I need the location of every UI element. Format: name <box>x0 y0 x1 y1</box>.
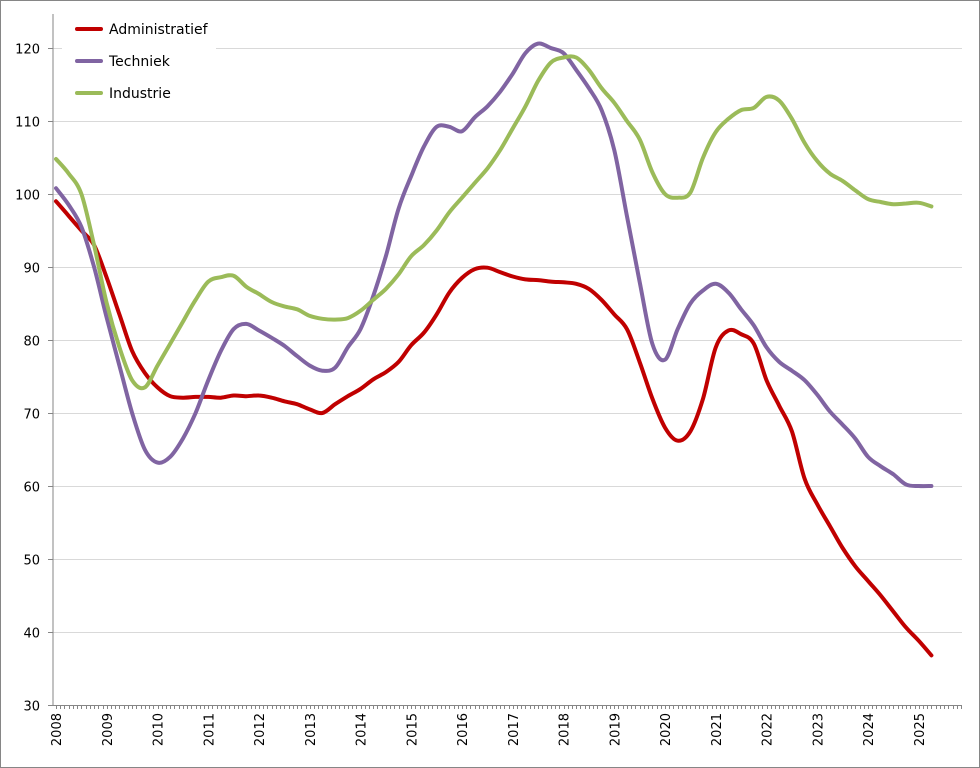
x-tick-label: 2015 <box>405 713 420 746</box>
legend: Administratief Techniek Industrie <box>62 14 216 110</box>
legend-item-administratief: Administratief <box>75 22 209 38</box>
legend-item-techniek: Techniek <box>75 54 171 70</box>
x-tick-label: 2012 <box>253 713 268 746</box>
x-tick-label: 2018 <box>558 713 573 746</box>
y-axis <box>48 14 54 706</box>
x-tick-label: 2024 <box>862 713 877 746</box>
y-tick-label: 50 <box>23 554 40 569</box>
y-tick-label: 30 <box>23 700 40 715</box>
series-industrie <box>54 54 934 391</box>
series-line-industrie <box>54 54 934 391</box>
legend-label-administratief: Administratief <box>109 22 209 38</box>
x-tick-label: 2014 <box>355 713 370 746</box>
x-tick-label: 2010 <box>152 713 167 746</box>
x-tick-label: 2009 <box>101 713 116 746</box>
x-tick-labels: 2008 2009 2010 2011 2012 2013 2014 2015 2016 2017… <box>50 713 928 746</box>
x-tick-label: 2011 <box>202 713 217 746</box>
series-line-techniek <box>54 41 934 489</box>
legend-label-techniek: Techniek <box>108 54 171 70</box>
x-tick-label: 2008 <box>50 713 65 746</box>
y-tick-label: 110 <box>15 116 40 131</box>
x-tick-label: 2020 <box>659 713 674 746</box>
y-tick-label: 40 <box>23 627 40 642</box>
x-tick-label: 2019 <box>608 713 623 746</box>
y-tick-label: 60 <box>23 481 40 496</box>
legend-label-industrie: Industrie <box>109 86 171 102</box>
x-tick-label: 2016 <box>456 713 471 746</box>
series-lines <box>54 41 934 658</box>
y-tick-label: 120 <box>15 43 40 58</box>
x-axis <box>53 705 962 709</box>
x-tick-label: 2013 <box>304 713 319 746</box>
y-tick-label: 100 <box>15 189 40 204</box>
y-tick-labels: 30 40 50 60 70 80 90 100 110 120 <box>15 43 40 715</box>
y-tick-label: 80 <box>23 335 40 350</box>
legend-item-industrie: Industrie <box>75 86 171 102</box>
y-tick-label: 90 <box>23 262 40 277</box>
x-tick-label: 2025 <box>913 713 928 746</box>
x-tick-label: 2023 <box>811 713 826 746</box>
x-tick-label: 2022 <box>761 713 776 746</box>
x-tick-label: 2017 <box>507 713 522 746</box>
x-tick-label: 2021 <box>710 713 725 746</box>
series-techniek <box>54 41 934 489</box>
y-tick-label: 70 <box>23 408 40 423</box>
